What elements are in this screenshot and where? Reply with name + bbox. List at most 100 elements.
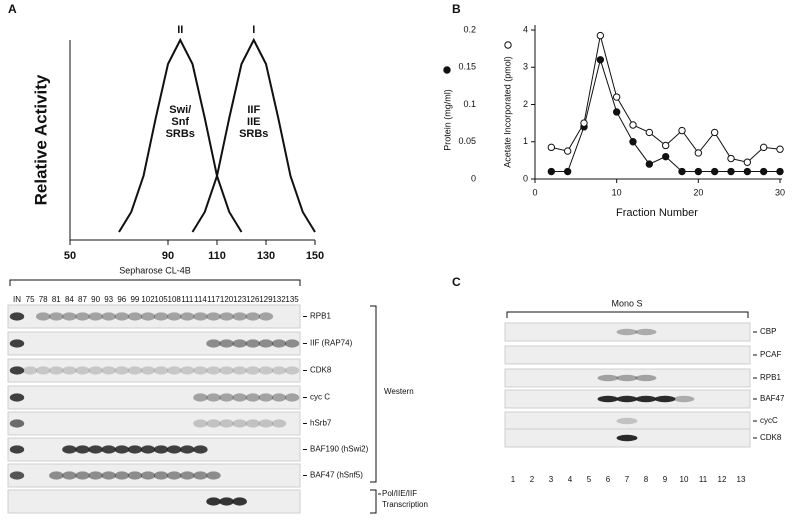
data-point <box>563 147 572 155</box>
band <box>635 374 657 382</box>
data-point <box>678 126 686 135</box>
lane-label: 81 <box>52 295 61 304</box>
lane-label: 126 <box>246 295 260 304</box>
band <box>180 312 195 321</box>
y-tick-label: 0.15 <box>458 62 476 72</box>
fraction-bracket <box>9 279 301 286</box>
band <box>206 471 221 480</box>
row-label: PCAF <box>760 350 781 359</box>
x-tick-label: 150 <box>306 250 324 262</box>
row-label: BAF47 <box>760 394 785 403</box>
band <box>9 339 25 348</box>
lane-label: 120 <box>220 295 234 304</box>
band <box>635 328 657 336</box>
blot-strip <box>7 411 301 436</box>
data-point <box>776 167 784 176</box>
band <box>654 395 676 403</box>
data-point <box>645 160 654 168</box>
band <box>245 312 261 321</box>
band <box>219 312 234 321</box>
band <box>35 312 51 321</box>
lane-label: 10 <box>680 475 689 484</box>
lane-label: 96 <box>117 295 126 304</box>
row-label: Transcription <box>382 500 428 509</box>
band <box>75 366 90 375</box>
band <box>271 366 287 375</box>
band <box>232 393 247 402</box>
x-tick-label: 10 <box>612 187 622 197</box>
data-point <box>743 167 752 176</box>
row-label: BAF47 (hSnf5) <box>310 471 363 480</box>
band <box>193 445 208 454</box>
data-point <box>580 119 588 127</box>
band <box>673 395 695 403</box>
y-tick-label: 0.05 <box>458 136 476 146</box>
band <box>166 366 182 375</box>
lane-label: 111 <box>181 295 194 304</box>
lane-label: 114 <box>194 295 207 304</box>
band <box>9 471 25 480</box>
band <box>166 445 182 454</box>
curve-annotation: IIE <box>247 116 260 128</box>
band <box>35 366 51 375</box>
band <box>153 312 169 321</box>
band <box>9 445 25 454</box>
band <box>193 471 208 480</box>
lane-label: 117 <box>207 295 220 304</box>
lane-label: IN <box>13 295 21 304</box>
peak-label: II <box>177 24 183 36</box>
data-point <box>612 108 621 116</box>
band <box>616 374 638 382</box>
y2-tick-label: 1 <box>523 136 528 146</box>
panel-label: A <box>8 2 17 16</box>
band <box>245 366 261 375</box>
data-point <box>776 145 784 153</box>
band <box>245 393 261 402</box>
data-point <box>759 167 768 176</box>
band <box>180 366 195 375</box>
band <box>101 366 116 375</box>
lane-label: 3 <box>549 475 554 484</box>
band <box>114 445 130 454</box>
x-tick-label: 110 <box>208 250 226 262</box>
western-label: Western <box>384 387 414 396</box>
row-label: cycC <box>760 416 778 425</box>
band <box>284 339 300 348</box>
band <box>88 445 103 454</box>
band <box>101 312 116 321</box>
band <box>635 395 657 403</box>
blot-strip <box>7 463 301 488</box>
band <box>258 339 274 348</box>
band <box>597 374 619 382</box>
lane-label: 135 <box>285 295 299 304</box>
band <box>88 471 103 480</box>
x-axis-label: Fraction Number <box>616 207 698 219</box>
band <box>88 312 103 321</box>
band <box>206 497 221 506</box>
band <box>232 312 247 321</box>
y2-axis-label: Acetate Incorporated (pmol) <box>502 56 512 168</box>
band <box>616 434 638 442</box>
data-point <box>710 128 719 137</box>
band <box>193 419 208 428</box>
band <box>616 395 638 403</box>
y2-tick-label: 0 <box>523 173 528 183</box>
blot-strip <box>7 489 301 514</box>
lane-label: 6 <box>606 475 611 484</box>
band <box>49 471 64 480</box>
row-label: RPB1 <box>310 312 331 321</box>
band <box>9 366 25 375</box>
band <box>114 312 130 321</box>
data-point <box>661 141 670 150</box>
band <box>206 419 221 428</box>
band <box>219 419 234 428</box>
band <box>49 312 64 321</box>
band <box>206 339 221 348</box>
x-tick-label: 30 <box>775 187 785 197</box>
band <box>232 366 247 375</box>
band <box>166 312 182 321</box>
band <box>62 366 77 375</box>
row-label: CBP <box>760 327 776 336</box>
